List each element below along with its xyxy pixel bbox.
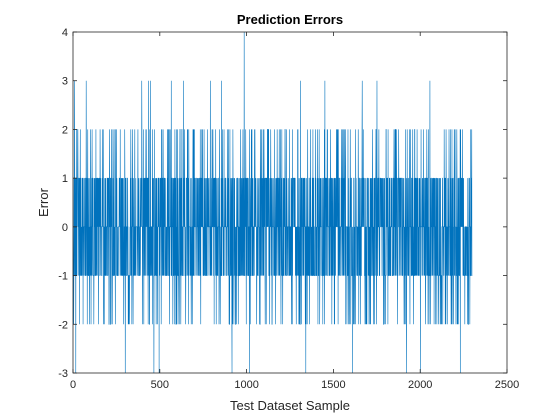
- y-axis-label: Error: [36, 187, 51, 217]
- x-axis-label: Test Dataset Sample: [230, 398, 350, 413]
- y-tick-label: 2: [62, 124, 68, 136]
- chart-title: Prediction Errors: [237, 12, 343, 27]
- y-tick-label: -3: [58, 368, 68, 380]
- x-tick-label: 1000: [234, 379, 258, 391]
- y-tick-label: -1: [58, 271, 68, 283]
- x-tick-label: 1500: [321, 379, 345, 391]
- x-tick-label: 2000: [408, 379, 432, 391]
- x-tick-label: 2500: [495, 379, 519, 391]
- y-tick-label: -2: [58, 319, 68, 331]
- y-tick-label: 3: [62, 76, 68, 88]
- y-tick-label: 0: [62, 222, 68, 234]
- y-tick-label: 1: [62, 173, 68, 185]
- y-tick-label: 4: [62, 27, 68, 39]
- x-tick-label: 0: [70, 379, 76, 391]
- x-tick-label: 500: [151, 379, 169, 391]
